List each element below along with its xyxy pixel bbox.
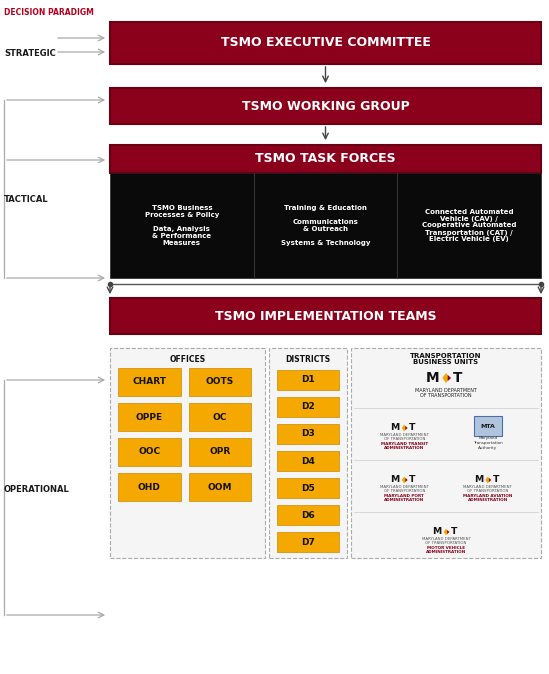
FancyBboxPatch shape <box>277 478 339 498</box>
Text: Training & Education

Communications
& Outreach

Systems & Technology: Training & Education Communications & Ou… <box>281 205 370 246</box>
Text: MARYLAND DEPARTMENT
OF TRANSPORTATION: MARYLAND DEPARTMENT OF TRANSPORTATION <box>380 485 429 493</box>
FancyBboxPatch shape <box>351 348 541 558</box>
Text: D1: D1 <box>301 375 315 384</box>
Text: D2: D2 <box>301 402 315 411</box>
Text: TRANSPORTATION
BUSINESS UNITS: TRANSPORTATION BUSINESS UNITS <box>410 353 482 365</box>
Text: TSMO WORKING GROUP: TSMO WORKING GROUP <box>242 100 410 113</box>
Text: STRATEGIC: STRATEGIC <box>4 49 56 59</box>
FancyBboxPatch shape <box>277 424 339 444</box>
Text: D4: D4 <box>301 456 315 466</box>
Text: OPERATIONAL: OPERATIONAL <box>4 485 70 495</box>
FancyBboxPatch shape <box>188 403 251 431</box>
Text: MARYLAND DEPARTMENT
OF TRANSPORTATION: MARYLAND DEPARTMENT OF TRANSPORTATION <box>380 433 429 441</box>
Text: D6: D6 <box>301 511 315 520</box>
Text: TSMO IMPLEMENTATION TEAMS: TSMO IMPLEMENTATION TEAMS <box>215 309 436 322</box>
Text: T: T <box>451 528 457 537</box>
Text: MARYLAND PORT
ADMINISTRATION: MARYLAND PORT ADMINISTRATION <box>384 493 424 502</box>
Text: M: M <box>390 423 400 433</box>
Text: OPPE: OPPE <box>136 412 163 421</box>
Text: OOC: OOC <box>138 448 160 456</box>
FancyBboxPatch shape <box>277 532 339 553</box>
Text: OC: OC <box>212 412 227 421</box>
Text: MARYLAND DEPARTMENT
OF TRANSPORTATION: MARYLAND DEPARTMENT OF TRANSPORTATION <box>422 537 470 545</box>
Polygon shape <box>485 477 490 483</box>
Text: TSMO TASK FORCES: TSMO TASK FORCES <box>255 152 396 166</box>
Text: OOTS: OOTS <box>206 377 234 386</box>
FancyBboxPatch shape <box>118 473 181 501</box>
FancyBboxPatch shape <box>277 506 339 525</box>
Text: OFFICES: OFFICES <box>170 355 205 363</box>
FancyBboxPatch shape <box>474 416 502 436</box>
Text: M: M <box>425 371 439 385</box>
FancyBboxPatch shape <box>188 368 251 396</box>
Text: OOM: OOM <box>208 483 232 491</box>
Polygon shape <box>405 426 407 430</box>
FancyBboxPatch shape <box>110 348 265 558</box>
FancyBboxPatch shape <box>110 145 541 173</box>
Text: D7: D7 <box>301 538 315 547</box>
Text: D3: D3 <box>301 429 315 438</box>
Text: MARYLAND DEPARTMENT
OF TRANSPORTATION: MARYLAND DEPARTMENT OF TRANSPORTATION <box>415 388 477 398</box>
Text: DISTRICTS: DISTRICTS <box>285 355 330 363</box>
Text: OHD: OHD <box>138 483 161 491</box>
Text: MARYLAND TRANSIT
ADMINISTRATION: MARYLAND TRANSIT ADMINISTRATION <box>380 441 428 450</box>
Text: TSMO Business
Processes & Policy

Data, Analysis
& Performance
Measures: TSMO Business Processes & Policy Data, A… <box>144 205 219 246</box>
FancyBboxPatch shape <box>110 173 541 278</box>
Text: T: T <box>453 371 462 385</box>
Text: MOTOR VEHICLE
ADMINISTRATION: MOTOR VEHICLE ADMINISTRATION <box>426 546 466 554</box>
Text: T: T <box>492 475 499 485</box>
Polygon shape <box>402 477 407 483</box>
Text: M: M <box>432 528 441 537</box>
FancyBboxPatch shape <box>110 298 541 334</box>
Polygon shape <box>405 478 407 482</box>
Polygon shape <box>447 530 450 534</box>
Polygon shape <box>444 528 449 535</box>
Text: TSMO EXECUTIVE COMMITTEE: TSMO EXECUTIVE COMMITTEE <box>221 36 430 49</box>
Text: CHART: CHART <box>132 377 166 386</box>
Text: DECISION PARADIGM: DECISION PARADIGM <box>4 8 94 17</box>
Text: D5: D5 <box>301 484 315 493</box>
Text: M: M <box>474 475 483 485</box>
Text: Maryland
Transportation
Authority: Maryland Transportation Authority <box>473 436 503 450</box>
Polygon shape <box>402 425 407 431</box>
FancyBboxPatch shape <box>188 438 251 466</box>
Text: MARYLAND DEPARTMENT
OF TRANSPORTATION: MARYLAND DEPARTMENT OF TRANSPORTATION <box>463 485 512 493</box>
Text: M: M <box>390 475 400 485</box>
Text: T: T <box>409 423 416 433</box>
FancyBboxPatch shape <box>110 88 541 124</box>
FancyBboxPatch shape <box>277 451 339 471</box>
FancyBboxPatch shape <box>118 368 181 396</box>
Polygon shape <box>442 373 450 383</box>
Polygon shape <box>447 375 451 381</box>
FancyBboxPatch shape <box>118 403 181 431</box>
Text: Connected Automated
Vehicle (CAV) /
Cooperative Automated
Transportation (CAT) /: Connected Automated Vehicle (CAV) / Coop… <box>422 208 517 243</box>
FancyBboxPatch shape <box>277 369 339 390</box>
Text: MARYLAND AVIATION
ADMINISTRATION: MARYLAND AVIATION ADMINISTRATION <box>463 493 512 502</box>
FancyBboxPatch shape <box>188 473 251 501</box>
Text: MTA: MTA <box>480 423 495 429</box>
FancyBboxPatch shape <box>118 438 181 466</box>
Polygon shape <box>489 478 491 482</box>
FancyBboxPatch shape <box>110 22 541 64</box>
FancyBboxPatch shape <box>277 397 339 417</box>
Text: TACTICAL: TACTICAL <box>4 195 49 204</box>
FancyBboxPatch shape <box>269 348 347 558</box>
Text: T: T <box>409 475 416 485</box>
Text: OPR: OPR <box>209 448 231 456</box>
